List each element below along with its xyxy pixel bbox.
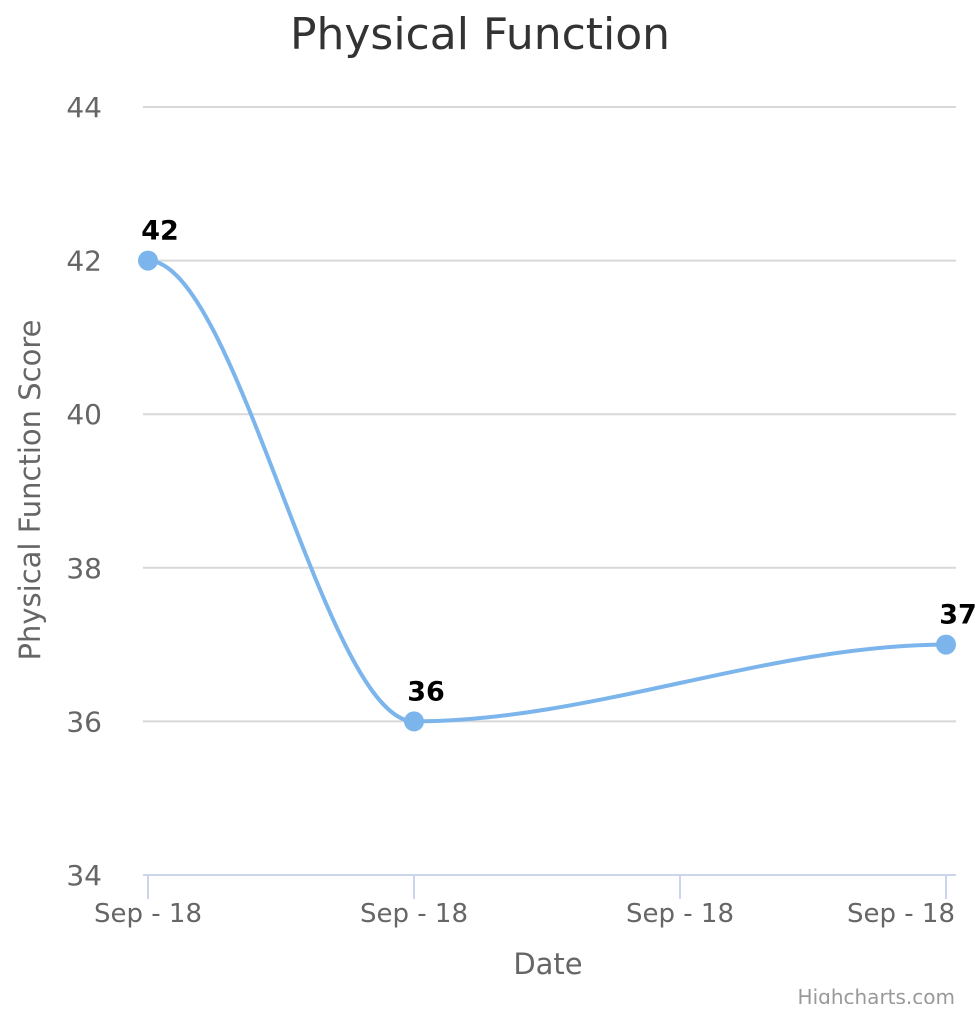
data-point-marker[interactable] xyxy=(138,250,158,271)
x-tick-label: Sep - 18 xyxy=(847,899,955,929)
data-point-marker[interactable] xyxy=(936,634,956,655)
series-group xyxy=(138,250,956,732)
y-axis: 34 36 38 40 42 44 xyxy=(66,91,102,892)
data-point-marker[interactable] xyxy=(404,711,424,732)
data-label: 37 xyxy=(939,600,977,631)
y-tick-label: 36 xyxy=(66,705,102,738)
x-tick-label: Sep - 18 xyxy=(626,899,734,929)
x-tick-label: Sep - 18 xyxy=(94,899,202,929)
x-axis: Sep - 18 Sep - 18 Sep - 18 Sep - 18 xyxy=(94,874,956,929)
series-line xyxy=(146,258,948,724)
data-label: 36 xyxy=(407,676,445,707)
x-tick-label: Sep - 18 xyxy=(360,899,468,929)
y-axis-title: Physical Function Score xyxy=(13,320,47,661)
y-tick-label: 34 xyxy=(66,859,102,892)
grid-lines xyxy=(143,106,956,723)
data-label: 42 xyxy=(141,216,179,247)
data-labels: 42 36 37 xyxy=(141,216,977,708)
x-axis-title: Date xyxy=(513,947,582,981)
y-tick-label: 38 xyxy=(66,552,102,585)
y-tick-label: 44 xyxy=(66,91,102,124)
credits-link[interactable]: Highcharts.com xyxy=(798,985,955,1009)
y-tick-label: 42 xyxy=(66,245,102,278)
chart-title: Physical Function xyxy=(290,9,670,60)
y-tick-label: 40 xyxy=(66,398,102,431)
